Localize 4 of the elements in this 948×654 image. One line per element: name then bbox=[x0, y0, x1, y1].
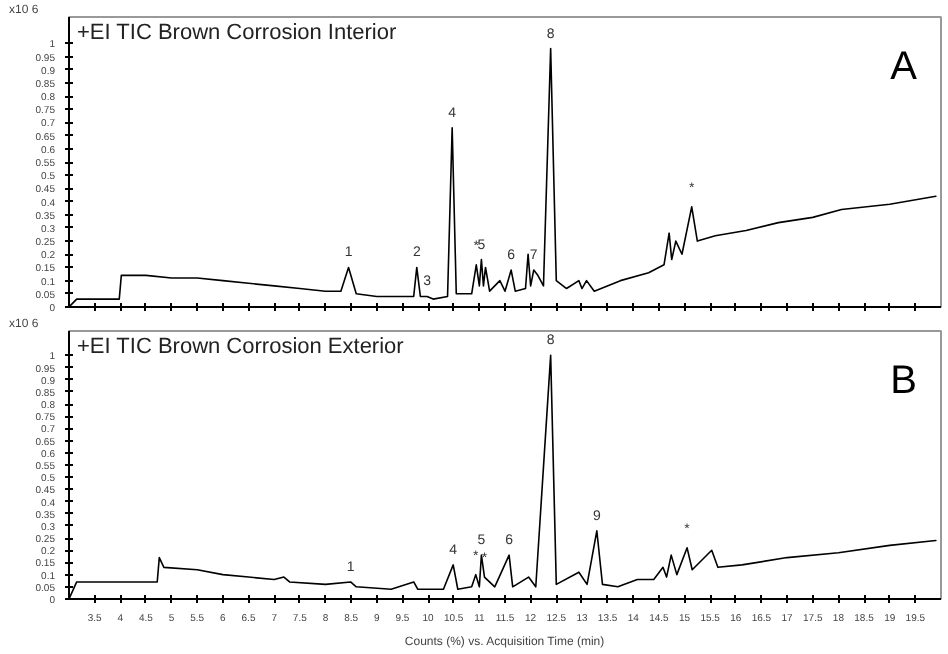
annotation: B bbox=[890, 359, 918, 403]
chart-title: +EI TIC Brown Corrosion Interior bbox=[77, 21, 397, 45]
chart-title: +EI TIC Brown Corrosion Exterior bbox=[77, 335, 405, 359]
annotation: A bbox=[890, 45, 919, 89]
